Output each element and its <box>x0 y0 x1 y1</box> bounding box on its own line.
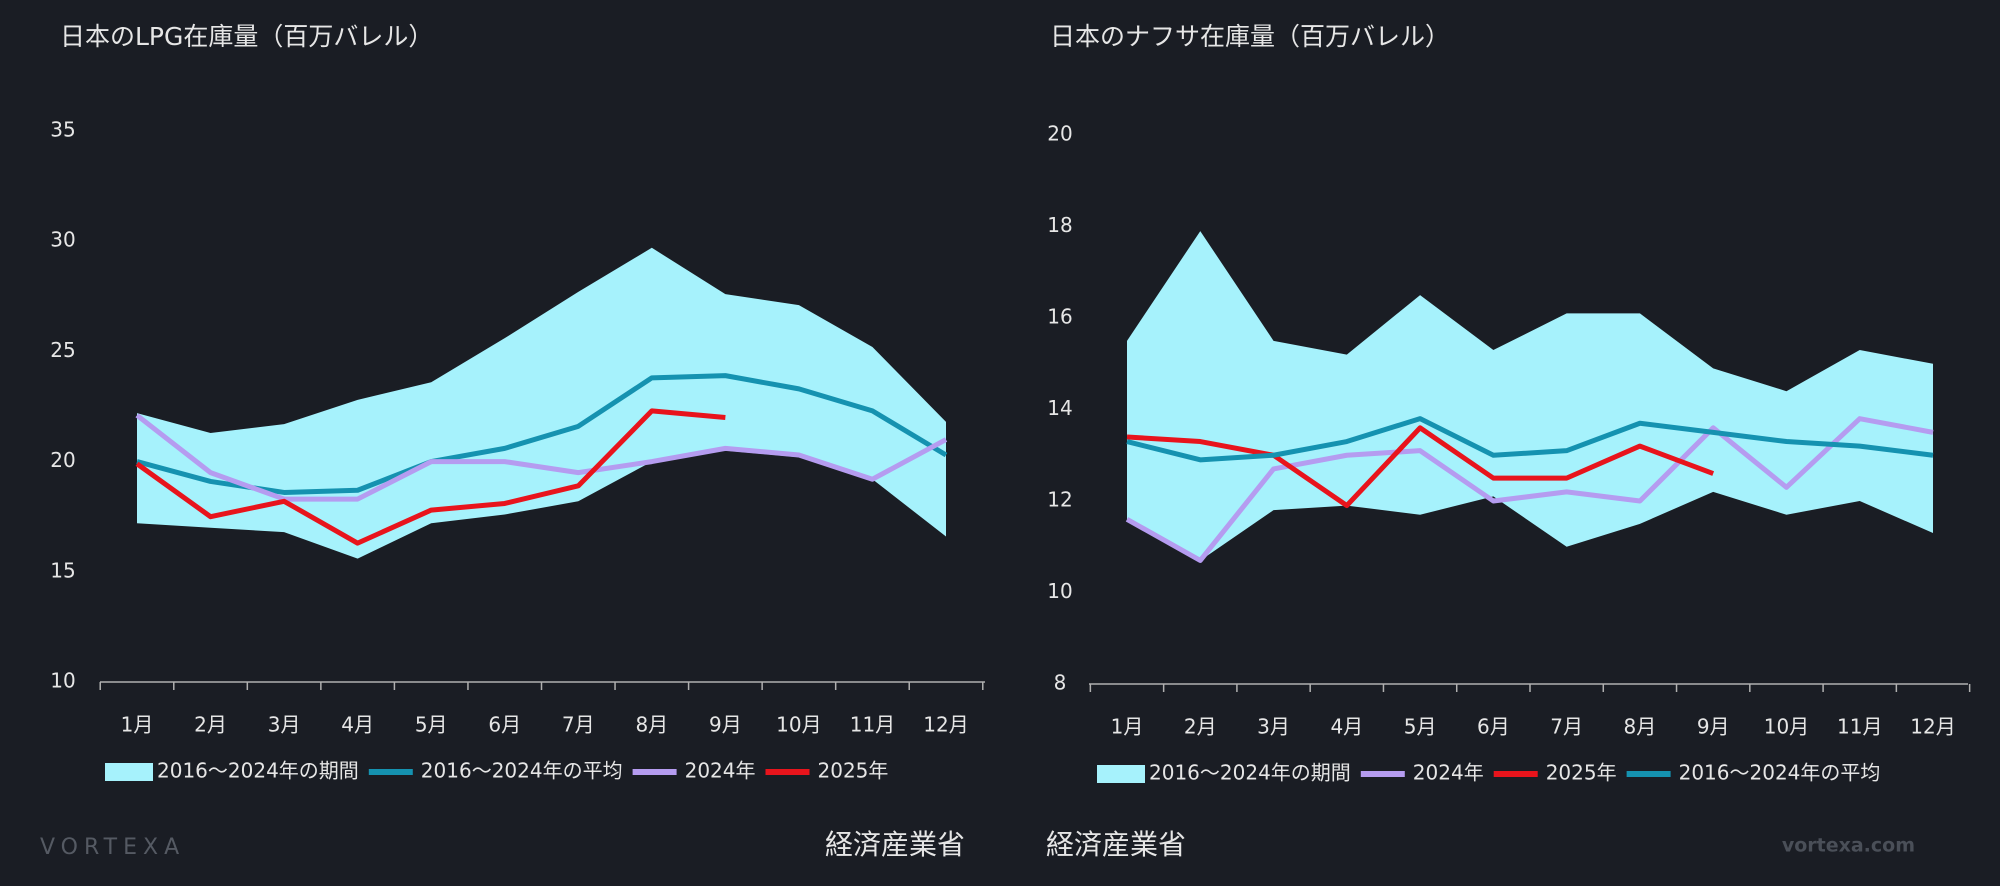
y-tick-label: 30 <box>50 228 75 252</box>
x-tick-label: 3月 <box>1257 715 1290 739</box>
series-line <box>135 408 726 546</box>
y-tick-label: 35 <box>50 118 75 142</box>
x-tick-label: 1月 <box>1111 715 1144 739</box>
y-tick-label: 20 <box>1047 122 1072 146</box>
source: 経済産業省 <box>1046 828 1186 861</box>
legend-swatch <box>1097 765 1145 783</box>
x-tick-label: 10月 <box>776 713 821 737</box>
x-tick-label: 9月 <box>709 713 742 737</box>
legend-label: 2024年 <box>685 759 756 783</box>
legend-label: 2016～2024年の平均 <box>1679 761 1881 785</box>
y-tick-label: 8 <box>1054 671 1067 695</box>
logo: VORTEXA <box>40 835 185 860</box>
x-tick-label: 11月 <box>1837 715 1882 739</box>
chart-title: 日本のナフサ在庫量（百万バレル） <box>1050 22 1450 51</box>
x-tick-label: 3月 <box>268 713 301 737</box>
x-tick-label: 9月 <box>1697 715 1730 739</box>
x-tick-label: 4月 <box>1330 715 1363 739</box>
x-tick-label: 5月 <box>415 713 448 737</box>
legend-swatch <box>105 763 153 781</box>
x-tick-label: 5月 <box>1404 715 1437 739</box>
y-tick-label: 12 <box>1047 488 1072 512</box>
y-tick-label: 14 <box>1047 396 1072 420</box>
range-area <box>137 247 946 559</box>
legend-label: 2024年 <box>1413 761 1484 785</box>
series-line <box>1126 416 1934 463</box>
x-tick-label: 7月 <box>1550 715 1583 739</box>
x-tick-label: 7月 <box>562 713 595 737</box>
x-tick-label: 2月 <box>194 713 227 737</box>
legend-label: 2016～2024年の期間 <box>1149 761 1351 785</box>
x-tick-label: 10月 <box>1764 715 1809 739</box>
x-tick-label: 11月 <box>850 713 895 737</box>
legend-label: 2016～2024年の期間 <box>157 759 359 783</box>
series-line <box>135 413 948 502</box>
y-tick-label: 16 <box>1047 305 1072 329</box>
range-area <box>1127 231 1933 561</box>
x-tick-label: 6月 <box>488 713 521 737</box>
x-tick-label: 12月 <box>1910 715 1955 739</box>
y-tick-label: 18 <box>1047 213 1072 237</box>
x-tick-label: 8月 <box>1624 715 1657 739</box>
y-tick-label: 10 <box>50 669 75 693</box>
url: vortexa.com <box>1782 835 1915 857</box>
x-tick-label: 2月 <box>1184 715 1217 739</box>
legend-label: 2016～2024年の平均 <box>421 759 623 783</box>
y-tick-label: 25 <box>50 338 75 362</box>
series-line <box>1125 416 1934 563</box>
x-tick-label: 6月 <box>1477 715 1510 739</box>
x-tick-label: 12月 <box>923 713 968 737</box>
x-tick-label: 4月 <box>341 713 374 737</box>
x-tick-label: 8月 <box>635 713 668 737</box>
y-tick-label: 15 <box>50 558 75 582</box>
series-line <box>1126 425 1715 509</box>
series-line <box>136 373 948 495</box>
y-tick-label: 10 <box>1047 579 1072 603</box>
legend-label: 2025年 <box>818 759 889 783</box>
legend-label: 2025年 <box>1546 761 1617 785</box>
chart-title: 日本のLPG在庫量（百万バレル） <box>60 22 433 51</box>
y-tick-label: 20 <box>50 448 75 472</box>
x-tick-label: 1月 <box>121 713 154 737</box>
source: 経済産業省 <box>825 828 965 861</box>
